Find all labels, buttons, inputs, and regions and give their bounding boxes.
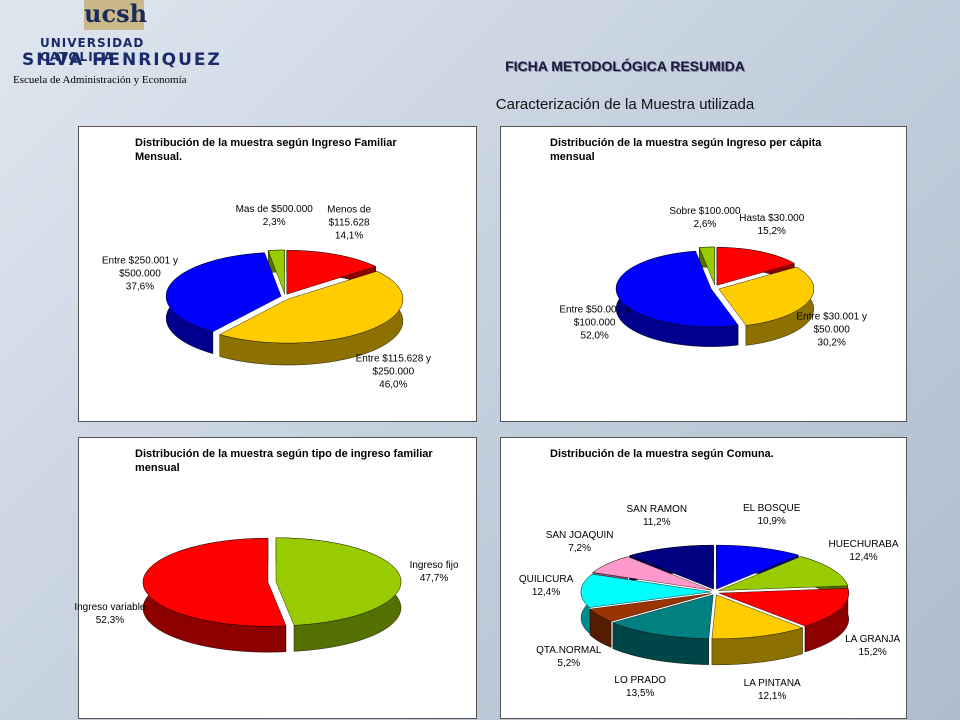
value-label: 12,1% <box>758 691 787 703</box>
slice <box>716 544 800 590</box>
category-label: Entre $250.001 y $500.000 <box>101 255 179 280</box>
slice <box>698 246 715 286</box>
slide-subtitle: Caracterización de la Muestra utilizada <box>495 96 755 113</box>
slide-title: FICHA METODOLÓGICA RESUMIDA <box>505 58 745 74</box>
slice-label: Mas de $500.000 2,3% <box>234 203 314 229</box>
slice <box>286 250 377 295</box>
category-label: LA GRANJA <box>845 633 901 645</box>
slice-label: LO PRADO 13,5% <box>600 674 680 700</box>
value-label: 15,2% <box>858 646 887 658</box>
slice-label: QUILICURA 12,4% <box>506 573 586 599</box>
slice-label: SAN RAMON 11,2% <box>617 503 697 529</box>
slice <box>165 252 282 332</box>
slice <box>615 250 739 327</box>
slice <box>592 556 712 591</box>
slice <box>711 594 804 640</box>
university: UNIVERSIDAD CATOLICA <box>40 36 145 64</box>
slice-label: HUECHURABA 12,4% <box>824 538 904 564</box>
category-label: Ingreso variable <box>74 601 146 613</box>
chart-title: Distribución de la muestra según Comuna. <box>550 448 774 460</box>
category-label: SAN JOAQUIN <box>545 529 614 541</box>
category-label: SAN RAMON <box>626 503 688 515</box>
slice <box>718 266 814 326</box>
slice <box>275 537 402 626</box>
slice-label: Entre $115.628 y $250.000 46,0% <box>353 353 433 392</box>
value-label: 14,1% <box>334 230 364 242</box>
slice <box>612 594 714 639</box>
value-label: 30,2% <box>817 337 846 349</box>
slice <box>716 247 795 286</box>
slice-label: Sobre $100.000 2,6% <box>665 205 745 231</box>
category-label: QTA.NORMAL <box>536 644 602 656</box>
category-label: EL BOSQUE <box>742 503 801 515</box>
slice-label: Entre $250.001 y $500.000 37,6% <box>100 255 180 294</box>
slice-label: Entre $50.001 y $100.000 52,0% <box>555 303 635 342</box>
slice-label: LA PINTANA 12,1% <box>732 677 812 703</box>
slice-label: Menos de $115.628 14,1% <box>309 204 389 243</box>
slice-label: SAN JOAQUIN 7,2% <box>540 529 620 555</box>
category-label: Mas de $500.000 <box>235 204 313 216</box>
slice-label: Ingreso fijo 47,7% <box>394 559 474 585</box>
slice-label: EL BOSQUE 10,9% <box>732 502 812 528</box>
category-label: Menos de $115.628 <box>327 204 372 229</box>
chart-title: Distribución de la muestra según tipo de… <box>135 448 433 474</box>
category-label: LO PRADO <box>614 675 667 687</box>
chart-title: Distribución de la muestra según Ingreso… <box>550 137 822 163</box>
value-label: 7,2% <box>568 542 592 554</box>
category-label: Entre $115.628 y $250.000 <box>355 353 432 378</box>
slice-label: QTA.NORMAL 5,2% <box>529 644 609 670</box>
category-label: LA PINTANA <box>743 678 801 690</box>
chart-title: Distribución de la muestra según Ingreso… <box>135 137 397 163</box>
value-label: 12,4% <box>849 552 878 564</box>
slice-label: Ingreso variable 52,3% <box>70 601 150 627</box>
slice <box>628 544 714 590</box>
slice <box>219 271 404 344</box>
category-label: Ingreso fijo <box>409 560 459 572</box>
value-label: 46,0% <box>379 379 408 391</box>
value-label: 10,9% <box>757 516 786 528</box>
slice <box>580 573 712 608</box>
value-label: 15,2% <box>757 225 786 237</box>
value-label: 52,0% <box>580 330 609 342</box>
category-label: QUILICURA <box>518 573 574 585</box>
value-label: 2,3% <box>262 217 286 229</box>
category-label: HUECHURABA <box>828 539 899 551</box>
value-label: 11,2% <box>642 516 671 528</box>
school: Escuela de Administración y Economía <box>13 74 187 86</box>
slice <box>718 556 849 591</box>
value-label: 13,5% <box>626 688 655 700</box>
slice <box>142 538 287 627</box>
value-label: 12,4% <box>531 586 561 598</box>
category-label: Hasta $30.000 <box>739 212 805 224</box>
category-label: Entre $50.001 y $100.000 <box>559 304 630 329</box>
university-name: SILVA HENRIQUEZ <box>22 50 222 70</box>
slice <box>267 249 285 295</box>
slice-label: LA GRANJA 15,2% <box>833 633 913 659</box>
slice <box>718 588 849 627</box>
category-label: Entre $30.001 y $50.000 <box>796 311 867 336</box>
value-label: 52,3% <box>95 614 125 626</box>
value-label: 47,7% <box>419 573 449 585</box>
slice-label: Hasta $30.000 15,2% <box>732 212 812 238</box>
category-label: Sobre $100.000 <box>669 205 741 217</box>
logo: ucsh <box>84 0 148 30</box>
slice-label: Entre $30.001 y $50.000 30,2% <box>792 310 872 349</box>
slice <box>589 593 712 622</box>
value-label: 37,6% <box>125 281 155 293</box>
value-label: 5,2% <box>557 657 581 669</box>
value-label: 2,6% <box>693 218 717 230</box>
